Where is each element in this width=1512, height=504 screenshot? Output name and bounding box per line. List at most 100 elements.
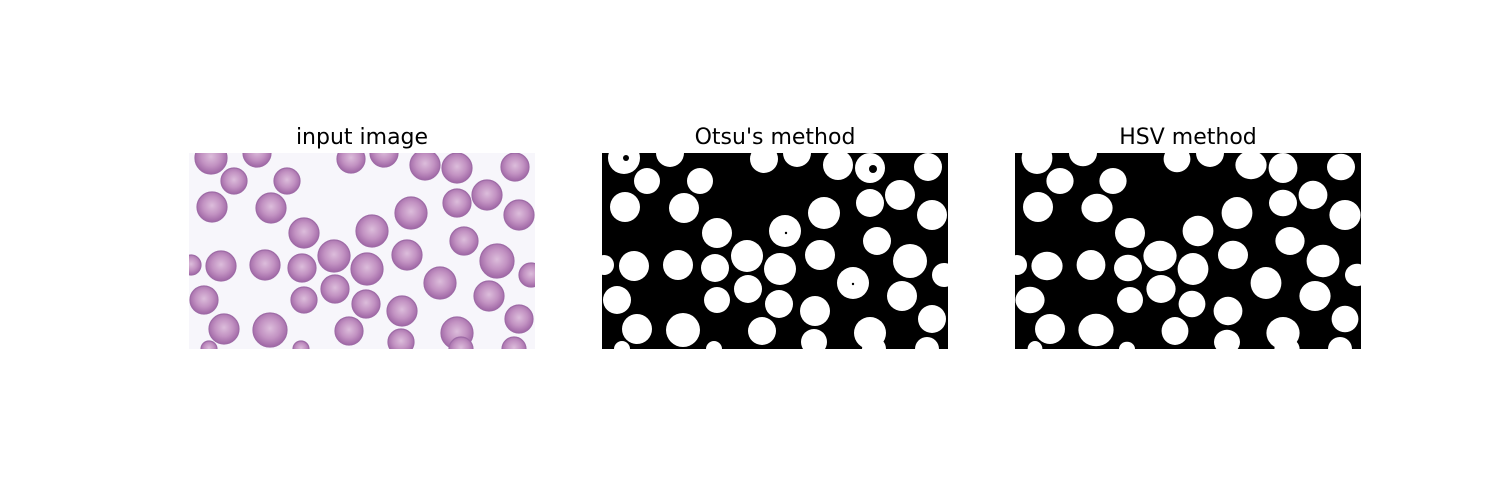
hsv-blob-2 [1099,168,1126,194]
input-cell-32 [474,281,504,311]
otsu-blob-13 [856,189,884,217]
otsu-blob-28 [704,287,730,313]
otsu-blob-11 [669,193,699,223]
input-cell-6 [442,153,472,183]
hsv-blob-12 [1222,197,1253,229]
input-cell-8 [221,168,247,194]
panel-hsv-method: HSV method [1015,118,1361,350]
otsu-blob-36 [748,317,776,345]
otsu-blob-21 [893,244,927,278]
input-cell-27 [352,290,380,318]
input-cell-23 [206,251,236,281]
hsv-blob-35 [1078,314,1113,346]
hsv-blob-36 [1162,317,1189,345]
input-cell-26 [321,275,349,303]
input-cell-12 [395,197,427,229]
input-cell-9 [472,180,502,210]
input-cell-30 [424,267,456,299]
otsu-blob-39 [918,305,946,333]
input-image [189,153,535,349]
input-cell-39 [505,305,533,333]
hsv-blob-39 [1332,306,1359,332]
input-cell-2 [274,168,300,194]
otsu-blob-32 [887,281,917,311]
input-cell-7 [501,153,529,181]
otsu-blob-29 [603,286,631,314]
panel-title-hsv-method: HSV method [1015,118,1361,154]
otsu-blob-2 [687,168,713,194]
hsv-blob-6 [1269,153,1298,183]
hsv-blob-28 [1117,287,1143,313]
input-cell-37 [388,329,414,349]
otsu-blob-20 [863,227,891,255]
input-cell-28 [291,287,317,313]
hsv-blob-9 [1299,181,1328,209]
otsu-blob-8 [634,168,660,194]
otsu-blob-9 [885,180,915,210]
panel-otsu-method: Otsu's method [602,118,948,350]
hsv-blob-11 [1081,194,1112,222]
otsu-blob-26 [734,275,762,303]
input-cell-25 [288,254,316,282]
otsu-blob-35 [666,313,700,347]
otsu-blob-19 [805,240,835,270]
otsu-blob-18 [764,253,796,285]
hsv-blob-16 [1115,218,1145,248]
input-cell-5 [410,153,440,180]
input-cell-10 [197,192,227,222]
panel-input-image: input image [189,118,535,350]
otsu-blob-24 [663,250,693,280]
otsu-blob-16 [702,218,732,248]
input-cell-20 [450,227,478,255]
hsv-blob-10 [1023,192,1053,222]
hsv-blob-24 [1077,250,1106,280]
input-cell-19 [392,240,422,270]
hsv-blob-34 [1035,314,1065,344]
hsv-blob-8 [1046,168,1073,194]
input-cell-16 [289,218,319,248]
input-cell-33 [387,296,417,326]
otsu-blob-33 [800,296,830,326]
hsv-mask-image [1015,153,1361,349]
hsv-blob-26 [1146,275,1175,303]
input-cell-13 [443,189,471,217]
input-cell-35 [253,313,287,347]
hsv-blob-18 [1178,253,1209,285]
input-cell-11 [256,193,286,223]
hsv-blob-25 [1114,255,1142,281]
otsu-blob-14 [917,200,947,230]
hsv-blob-13 [1269,190,1297,216]
input-cell-15 [356,215,388,247]
hsv-blob-7 [1327,154,1355,180]
hsv-blob-17 [1143,241,1176,271]
input-cell-34 [209,314,239,344]
input-cell-21 [480,244,514,278]
otsu-blob-27 [765,290,793,318]
hsv-blob-21 [1307,245,1340,277]
otsu-blob-23 [619,251,649,281]
hsv-blob-33 [1214,297,1243,325]
panel-title-otsu-method: Otsu's method [602,118,948,154]
hsv-blob-20 [1275,227,1304,255]
hsv-blob-19 [1218,241,1248,269]
input-cell-29 [190,286,218,314]
panel-title-input-image: input image [189,118,535,154]
otsu-blob-12 [808,197,840,229]
input-cell-24 [250,250,280,280]
hsv-blob-15 [1183,216,1214,246]
hsv-blob-32 [1299,281,1330,311]
hsv-blob-30 [1251,267,1282,299]
otsu-blob-25 [701,254,729,282]
hsv-blob-14 [1329,200,1360,230]
otsu-blob-10 [610,192,640,222]
otsu-blob-7 [914,153,942,181]
hsv-blob-23 [1031,252,1062,280]
hsv-blob-27 [1179,291,1206,317]
input-cell-17 [318,240,350,272]
otsu-blob-34 [622,314,652,344]
hsv-blob-29 [1015,287,1044,313]
input-cell-14 [504,200,534,230]
otsu-mask-image [602,153,948,349]
otsu-blob-15 [769,215,801,247]
otsu-blob-17 [731,240,763,272]
